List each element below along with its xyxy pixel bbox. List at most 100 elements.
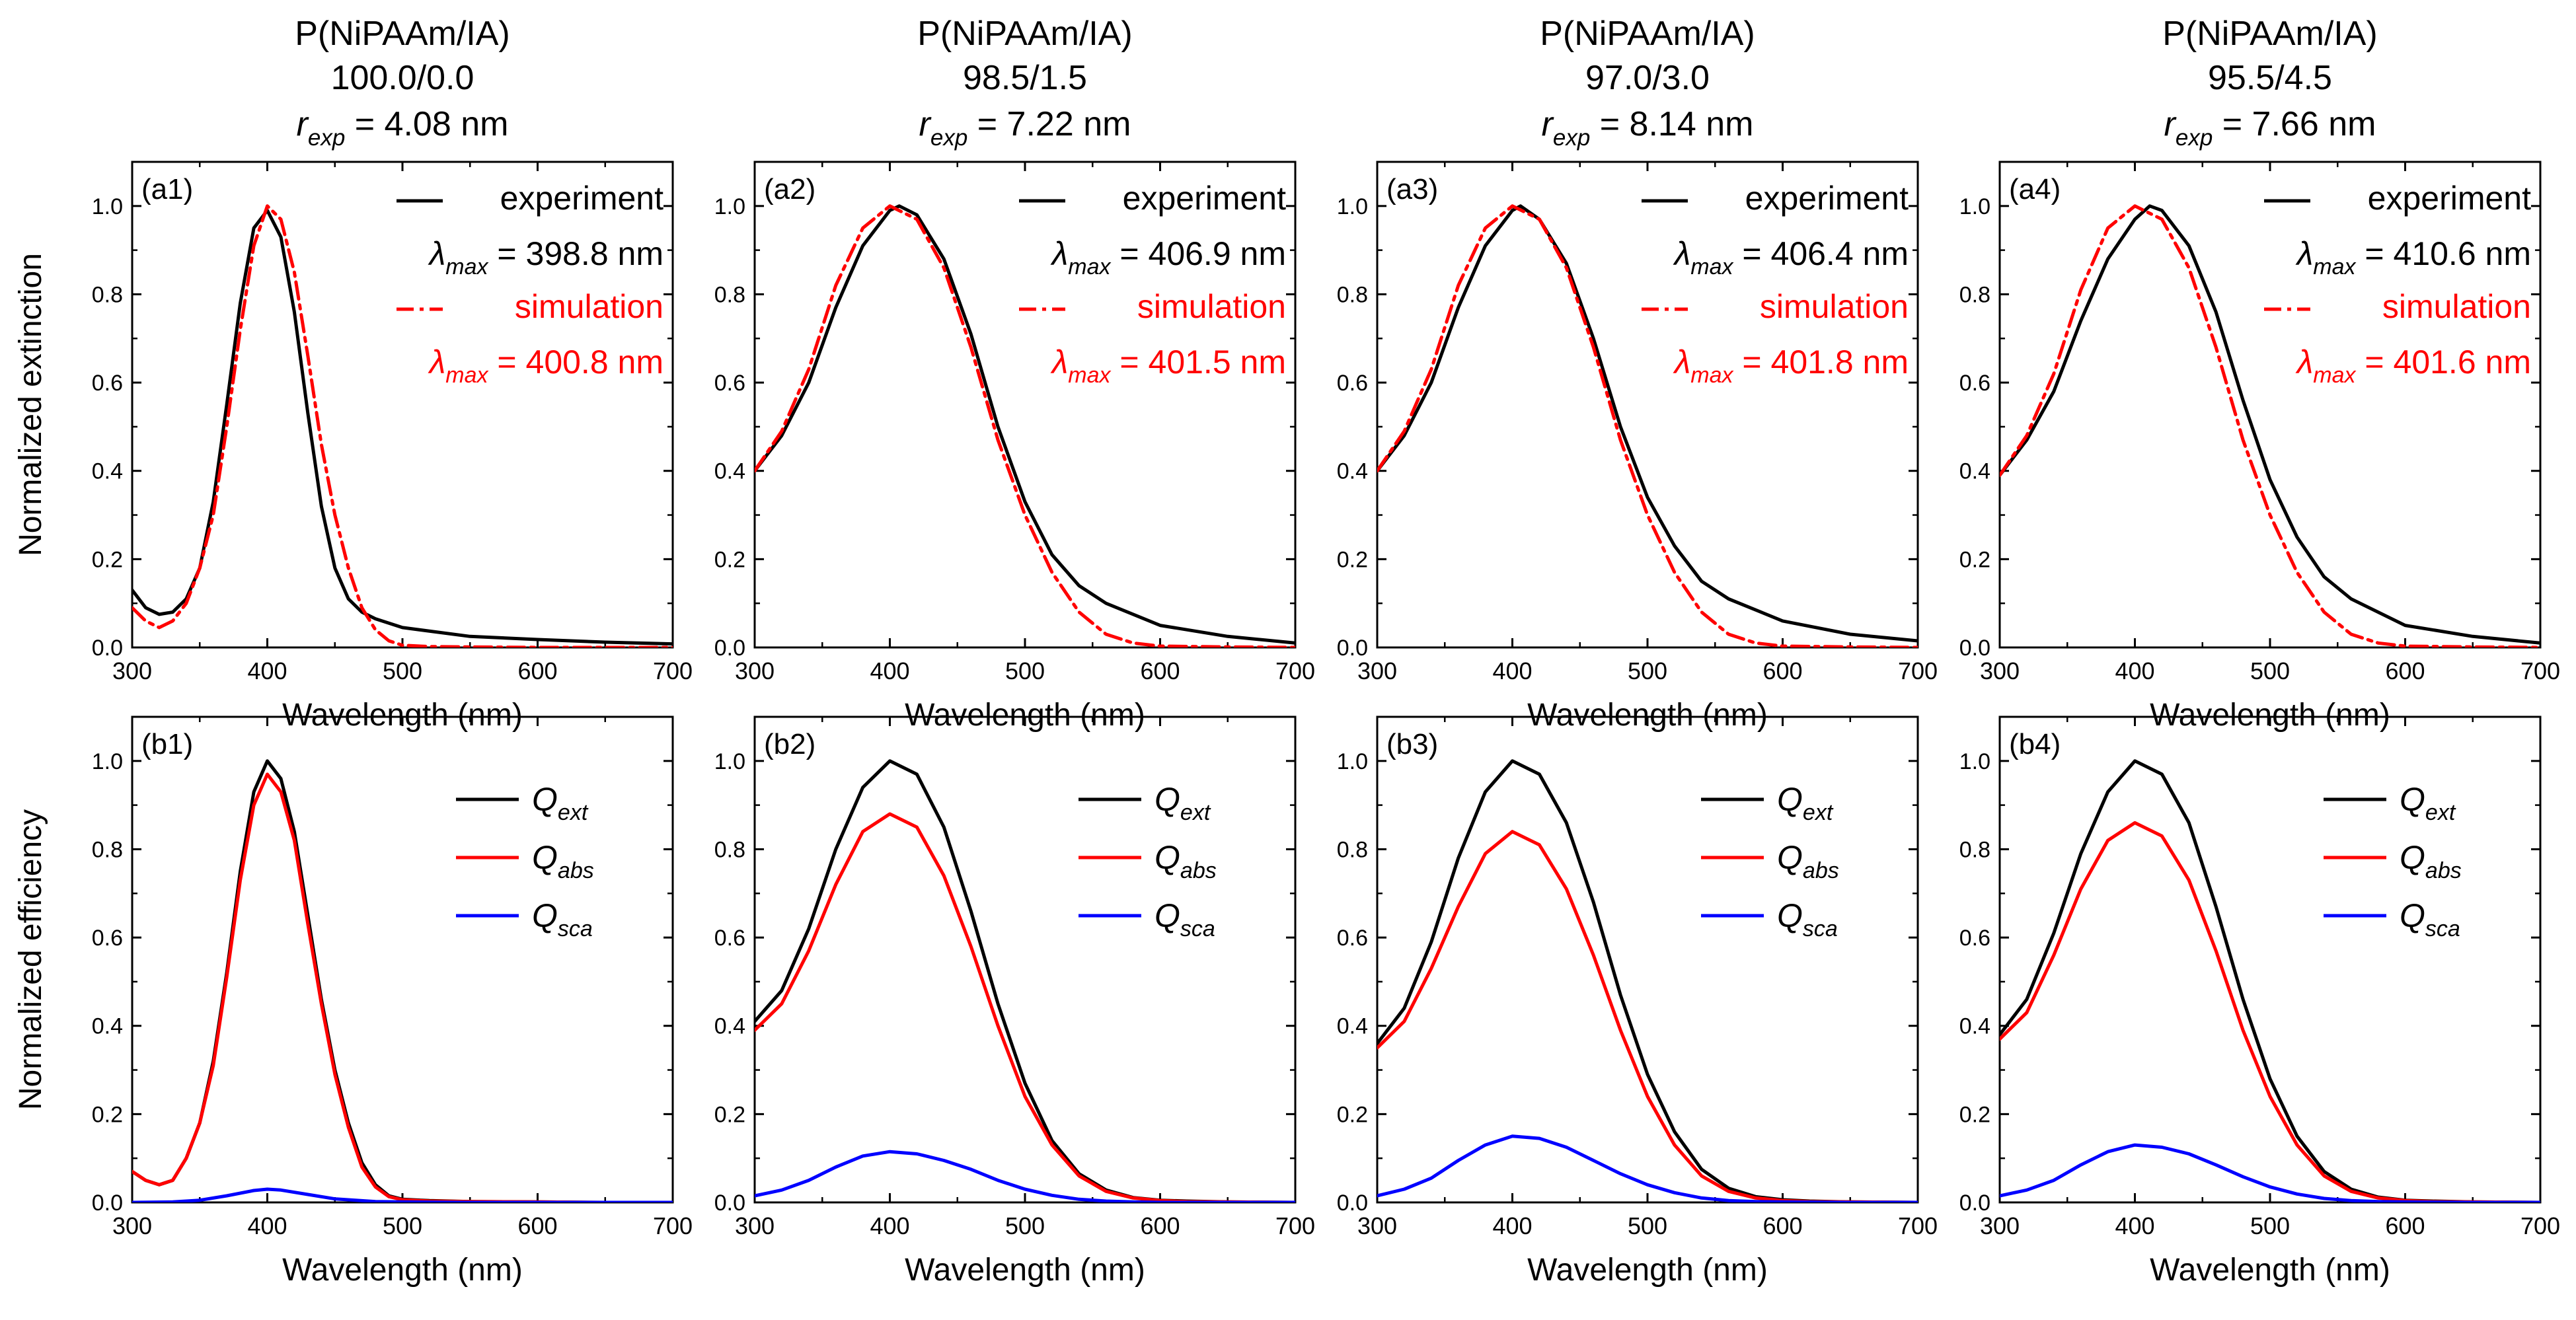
legend-q-sca-label-symbol: Q (1155, 897, 1180, 934)
x-tick-label: 600 (2385, 1212, 2425, 1239)
y-tick-label: 0.2 (1959, 547, 1990, 572)
legend-q-ext-label-symbol: Q (2400, 781, 2425, 818)
x-axis-label: Wavelength (nm) (1527, 698, 1768, 733)
x-tick-label: 600 (1762, 657, 1802, 684)
y-tick-label: 0.6 (1337, 371, 1368, 396)
lambda-max-simulation: λmax = 401.8 nm (1673, 344, 1909, 388)
x-tick-label: 600 (517, 657, 557, 684)
series-line-q-ext (2000, 759, 2540, 1202)
legend-simulation-label: simulation (1137, 288, 1286, 325)
column-radius-symbol: r (2164, 105, 2178, 143)
y-tick-label: 0.4 (92, 459, 123, 484)
series-line-q-sca (132, 1187, 673, 1202)
legend-experiment-label: experiment (1745, 180, 1909, 217)
series-line-q-abs (132, 772, 673, 1202)
panel-b2: 300 400 500 600 700 0.0 0.2 0.4 0.6 0.8 1.0 Wavelen… (714, 715, 1315, 1288)
plot-frame (753, 715, 1297, 1204)
lambda-max-simulation-subscript: max (445, 363, 488, 388)
y-tick-label: 1.0 (92, 749, 123, 774)
lambda-max-experiment-subscript: max (1068, 254, 1111, 279)
panel-label: (a2) (764, 173, 815, 205)
lambda-max-simulation: λmax = 401.5 nm (1050, 344, 1286, 388)
legend-q-ext-label: Qext (1155, 781, 1211, 825)
legend-experiment-label: experiment (500, 180, 663, 217)
legend-q-ext-label: Qext (532, 781, 589, 825)
x-axis-label: Wavelength (nm) (282, 1253, 523, 1288)
legend-q-sca-label: Qsca (1777, 897, 1838, 941)
y-tick-label: 0.6 (92, 926, 123, 951)
x-tick-label: 700 (1898, 1212, 1938, 1239)
x-tick-label: 500 (2250, 1212, 2290, 1239)
y-tick-label: 0.8 (92, 837, 123, 862)
legend-q-sca-label: Qsca (1155, 897, 1215, 941)
x-tick-label: 600 (1762, 1212, 1802, 1239)
lambda-max-simulation-value: = 400.8 nm (488, 344, 663, 381)
legend-q-ext-label-symbol: Q (1155, 781, 1180, 818)
lambda-max-simulation-value: = 401.8 nm (1733, 344, 1909, 381)
lambda-max-experiment-subscript: max (445, 254, 488, 279)
x-axis-label: Wavelength (nm) (905, 698, 1145, 733)
lambda-max-simulation: λmax = 400.8 nm (428, 344, 663, 388)
plot-frame (1998, 715, 2542, 1204)
legend-simulation-label: simulation (2382, 288, 2531, 325)
x-tick-label: 500 (1005, 657, 1045, 684)
column-composition: 100.0/0.0 (331, 59, 474, 97)
y-tick-label: 0.2 (92, 547, 123, 572)
column-composition: 97.0/3.0 (1585, 59, 1710, 97)
lambda-max-experiment-value: = 406.9 nm (1111, 235, 1286, 272)
legend-q-sca-label: Qsca (2400, 897, 2460, 941)
x-tick-label: 300 (112, 657, 152, 684)
y-tick-label: 1.0 (1959, 194, 1990, 219)
panel-label: (b4) (2009, 728, 2061, 760)
panel-label: (a1) (141, 173, 193, 205)
lambda-max-experiment: λmax = 406.4 nm (1673, 235, 1909, 279)
y-tick-label: 1.0 (714, 749, 745, 774)
column-radius-symbol: r (297, 105, 310, 143)
column-header-3: P(NiPAAm/IA) 97.0/3.0 rexp = 8.14 nm (1540, 15, 1755, 151)
y-tick-label: 1.0 (1337, 194, 1368, 219)
y-tick-label: 0.0 (714, 636, 745, 661)
x-tick-label: 500 (1628, 1212, 1667, 1239)
x-tick-label: 500 (1628, 657, 1667, 684)
x-tick-label: 400 (247, 1212, 287, 1239)
panel-label: (a3) (1386, 173, 1438, 205)
lambda-max-simulation-subscript: max (1690, 363, 1733, 388)
lambda-max-experiment: λmax = 406.9 nm (1050, 235, 1286, 279)
lambda-max-simulation-value: = 401.5 nm (1111, 344, 1286, 381)
legend-q-ext-label: Qext (1777, 781, 1834, 825)
y-tick-label: 1.0 (1337, 749, 1368, 774)
lambda-max-experiment-symbol: λ (1050, 235, 1069, 272)
y-tick-label: 0.6 (92, 371, 123, 396)
y-tick-label: 0.4 (1337, 459, 1368, 484)
legend-q-abs-label: Qabs (1155, 839, 1217, 883)
legend-q-sca-label-subscript: sca (1180, 916, 1215, 941)
lambda-max-experiment: λmax = 398.8 nm (428, 235, 663, 279)
column-radius-subscript: exp (308, 125, 345, 151)
legend-experiment-label: experiment (2368, 180, 2531, 217)
lambda-max-experiment-subscript: max (2313, 254, 2356, 279)
series-line-q-ext (755, 759, 1295, 1202)
x-tick-label: 700 (653, 1212, 693, 1239)
y-tick-label: 1.0 (92, 194, 123, 219)
legend-q-ext-label-subscript: ext (1803, 800, 1834, 825)
y-tick-label: 0.2 (1959, 1102, 1990, 1127)
panel-b3: 300 400 500 600 700 0.0 0.2 0.4 0.6 0.8 1.0 Wavelen… (1337, 715, 1938, 1288)
row-a-ylabel: Normalized extinction (13, 253, 48, 556)
x-tick-label: 400 (870, 657, 909, 684)
x-tick-label: 500 (1005, 1212, 1045, 1239)
lambda-max-simulation-value: = 401.6 nm (2356, 344, 2531, 381)
y-tick-label: 0.4 (1337, 1014, 1368, 1039)
y-tick-label: 0.0 (92, 1191, 123, 1216)
legend-q-abs-label: Qabs (2400, 839, 2462, 883)
column-radius: rexp = 4.08 nm (297, 105, 509, 151)
y-tick-label: 0.4 (714, 1014, 745, 1039)
y-tick-label: 0.2 (714, 1102, 745, 1127)
x-tick-label: 300 (1980, 657, 2020, 684)
series-line-q-ext (1377, 759, 1918, 1202)
x-tick-label: 500 (2250, 657, 2290, 684)
column-radius-subscript: exp (2176, 125, 2213, 151)
x-tick-label: 700 (2520, 1212, 2560, 1239)
series-line-experiment (755, 204, 1295, 645)
y-tick-label: 0.4 (1959, 459, 1990, 484)
y-tick-label: 0.4 (1959, 1014, 1990, 1039)
